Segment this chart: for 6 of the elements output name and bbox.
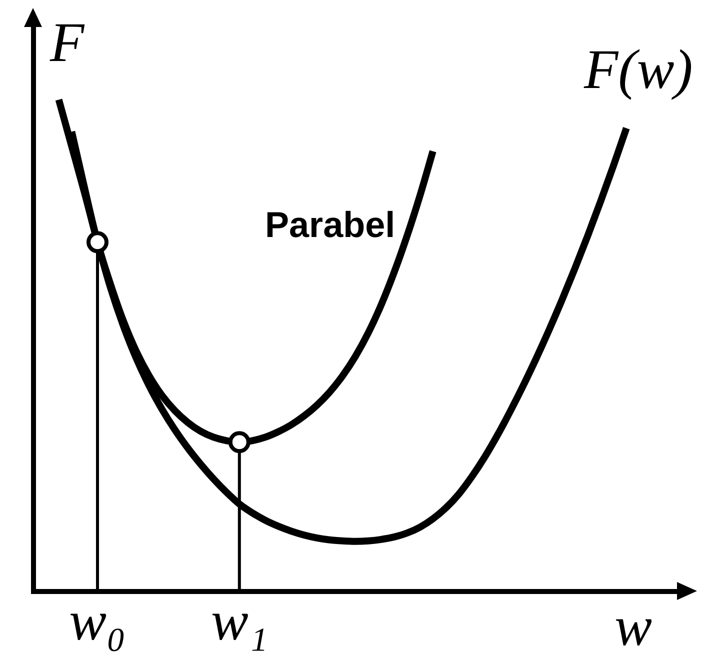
series-label: Parabel: [265, 204, 396, 245]
series-label: F(w): [582, 39, 693, 102]
y-axis-title: F: [49, 12, 85, 74]
x-tick-label: w₀: [69, 590, 126, 653]
x-axis-title: w: [614, 596, 652, 658]
x-tick-label: w₁: [210, 590, 268, 653]
